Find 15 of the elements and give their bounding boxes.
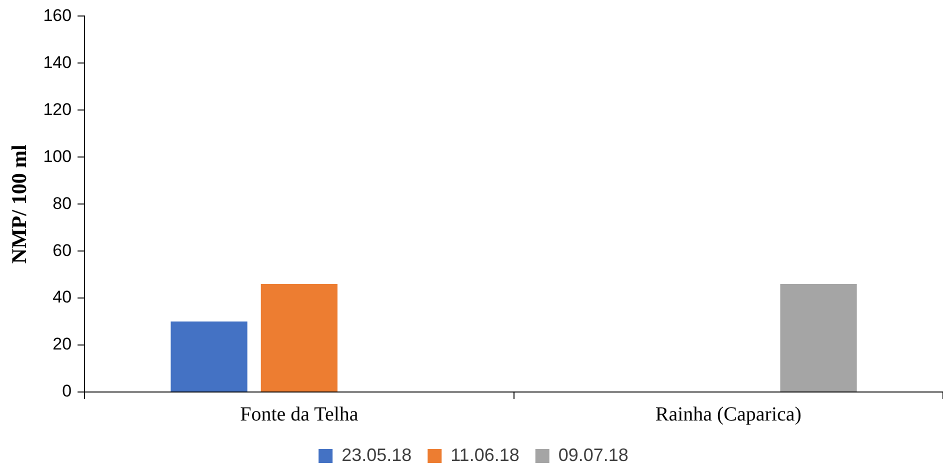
y-tick-label: 160: [43, 6, 72, 25]
legend-label: 11.06.18: [450, 444, 520, 465]
legend-label: 23.05.18: [342, 444, 412, 465]
y-tick-label: 120: [43, 100, 72, 119]
y-axis-title: NMP/ 100 ml: [7, 144, 32, 264]
x-tick-label: Rainha (Caparica): [655, 403, 802, 426]
y-tick-label: 80: [52, 194, 72, 213]
y-tick-label: 40: [52, 288, 72, 307]
y-tick-label: 0: [62, 382, 72, 401]
y-tick-label: 60: [52, 240, 72, 260]
legend-label: 09.07.18: [558, 444, 628, 465]
y-tick-label: 20: [52, 334, 72, 354]
x-tick-label: Fonte da Telha: [240, 403, 358, 426]
y-tick-label: 100: [43, 146, 72, 166]
y-tick-label: 140: [43, 52, 72, 72]
